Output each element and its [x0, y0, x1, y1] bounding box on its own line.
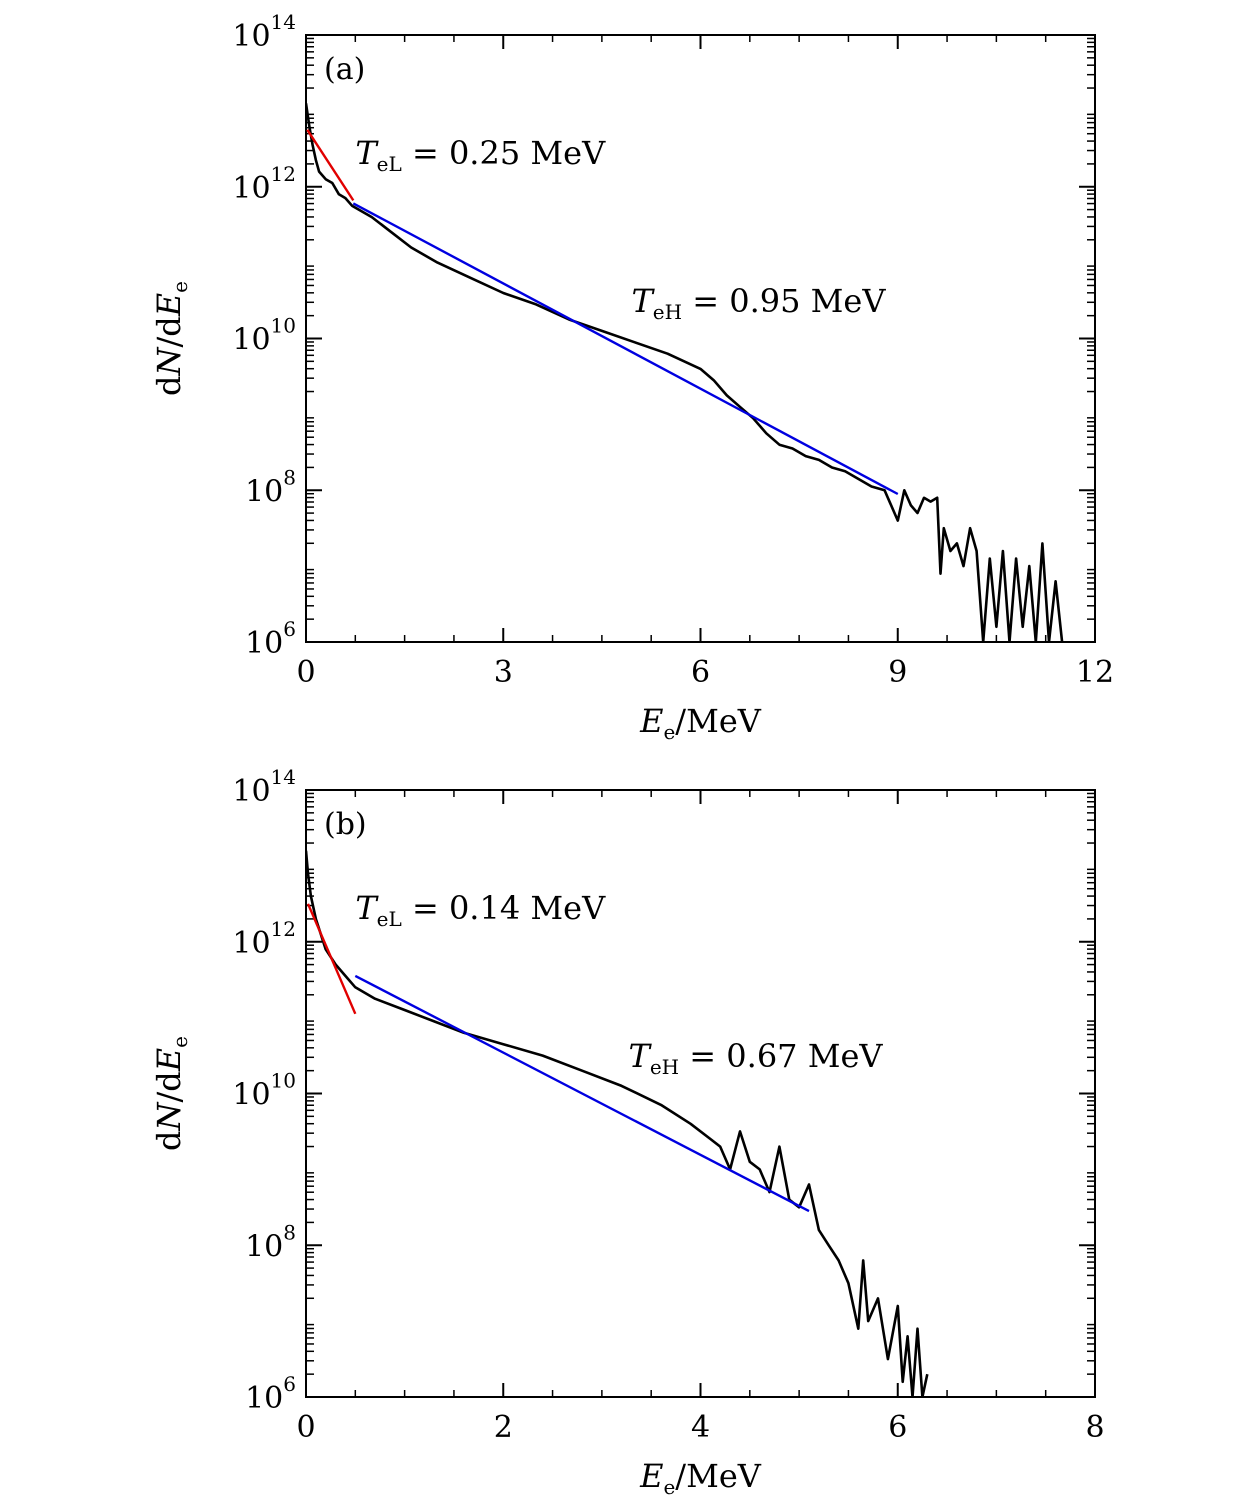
y-tick-label: 1014 [232, 765, 296, 809]
y-tick-exponent: 12 [271, 917, 296, 941]
y-tick-base: 10 [245, 1381, 283, 1416]
temperature-annotation: TeL = 0.14 MeV [355, 889, 606, 931]
x-tick-label: 12 [1076, 655, 1114, 690]
fit-line-TeL [306, 903, 357, 1015]
y-tick-base: 10 [232, 171, 270, 206]
plot-frame [305, 789, 1096, 1398]
y-label-N: N [150, 1101, 188, 1131]
y-tick-base: 10 [232, 774, 270, 809]
x-tick-label: 0 [296, 655, 315, 690]
y-tick-base: 10 [245, 1229, 283, 1264]
y-tick-label: 1010 [232, 1069, 296, 1113]
x-tick-label: 2 [494, 1410, 513, 1445]
y-tick-base: 10 [232, 323, 270, 358]
temperature-annotation: TeH = 0.67 MeV [629, 1037, 884, 1079]
x-label-unit: /MeV [675, 1457, 761, 1495]
x-tick-label: 9 [888, 655, 907, 690]
annotation-symbol: T [355, 134, 379, 172]
annotation-value: = 0.25 MeV [402, 134, 606, 172]
annotation-value: = 0.67 MeV [679, 1037, 883, 1075]
y-tick-label: 1012 [232, 162, 296, 206]
spectrum-line [306, 103, 1064, 642]
fit-line-TeH [352, 202, 899, 496]
annotation-symbol: T [355, 889, 379, 927]
y-tick-label: 108 [245, 1220, 296, 1264]
x-label-unit: /MeV [675, 702, 761, 740]
y-tick-base: 10 [232, 926, 270, 961]
y-label-subscript: e [168, 281, 192, 293]
y-label-N: N [150, 346, 188, 376]
y-label-slash-d: /d [150, 316, 188, 347]
annotation-symbol: T [631, 282, 655, 320]
x-label-subscript: e [663, 1475, 675, 1499]
y-tick-exponent: 10 [271, 314, 296, 338]
y-tick-exponent: 12 [271, 162, 296, 186]
y-tick-label: 1010 [232, 314, 296, 358]
y-tick-exponent: 8 [283, 465, 296, 489]
annotation-value: = 0.14 MeV [402, 889, 606, 927]
y-label-subscript: e [168, 1036, 192, 1048]
x-tick-label: 6 [888, 1410, 907, 1445]
y-tick-label: 1014 [232, 10, 296, 54]
y-tick-label: 106 [245, 617, 296, 661]
annotation-subscript: eH [653, 300, 682, 324]
panel-label: (b) [324, 807, 367, 842]
annotation-subscript: eH [650, 1055, 679, 1079]
y-label-slash-d: /d [150, 1071, 188, 1102]
x-tick-label: 6 [691, 655, 710, 690]
y-axis-label: dN/dEe [150, 1036, 192, 1151]
y-tick-exponent: 10 [271, 1069, 296, 1093]
x-axis-label: Ee/MeV [639, 1457, 762, 1499]
x-tick-label: 0 [296, 1410, 315, 1445]
y-tick-label: 108 [245, 465, 296, 509]
y-tick-exponent: 14 [271, 765, 296, 789]
spectrum-line [306, 850, 929, 1397]
y-axis-label: dN/dEe [150, 281, 192, 396]
x-tick-label: 3 [494, 655, 513, 690]
x-label-symbol: E [639, 702, 663, 740]
x-axis-label: Ee/MeV [639, 702, 762, 744]
panel-label: (a) [324, 52, 365, 87]
temperature-annotation: TeH = 0.95 MeV [631, 282, 886, 324]
x-tick-label: 4 [691, 1410, 710, 1445]
x-label-symbol: E [639, 1457, 663, 1495]
annotation-subscript: eL [377, 907, 402, 931]
fit-line-TeH [354, 974, 810, 1213]
x-tick-label: 8 [1085, 1410, 1104, 1445]
y-tick-base: 10 [245, 626, 283, 661]
fit-line-TeL [306, 129, 355, 202]
y-tick-label: 1012 [232, 917, 296, 961]
y-tick-label: 106 [245, 1372, 296, 1416]
temperature-annotation: TeL = 0.25 MeV [355, 134, 606, 176]
y-label-d1: d [150, 1130, 188, 1150]
y-tick-exponent: 8 [283, 1220, 296, 1244]
y-label-E: E [150, 293, 188, 317]
annotation-symbol: T [629, 1037, 653, 1075]
annotation-subscript: eL [377, 152, 402, 176]
y-label-E: E [150, 1048, 188, 1072]
annotation-value: = 0.95 MeV [682, 282, 886, 320]
y-tick-base: 10 [245, 474, 283, 509]
y-tick-base: 10 [232, 19, 270, 54]
y-tick-exponent: 14 [271, 10, 296, 34]
x-label-subscript: e [663, 720, 675, 744]
y-label-d1: d [150, 375, 188, 395]
y-tick-exponent: 6 [283, 1372, 296, 1396]
y-tick-base: 10 [232, 1078, 270, 1113]
y-tick-exponent: 6 [283, 617, 296, 641]
